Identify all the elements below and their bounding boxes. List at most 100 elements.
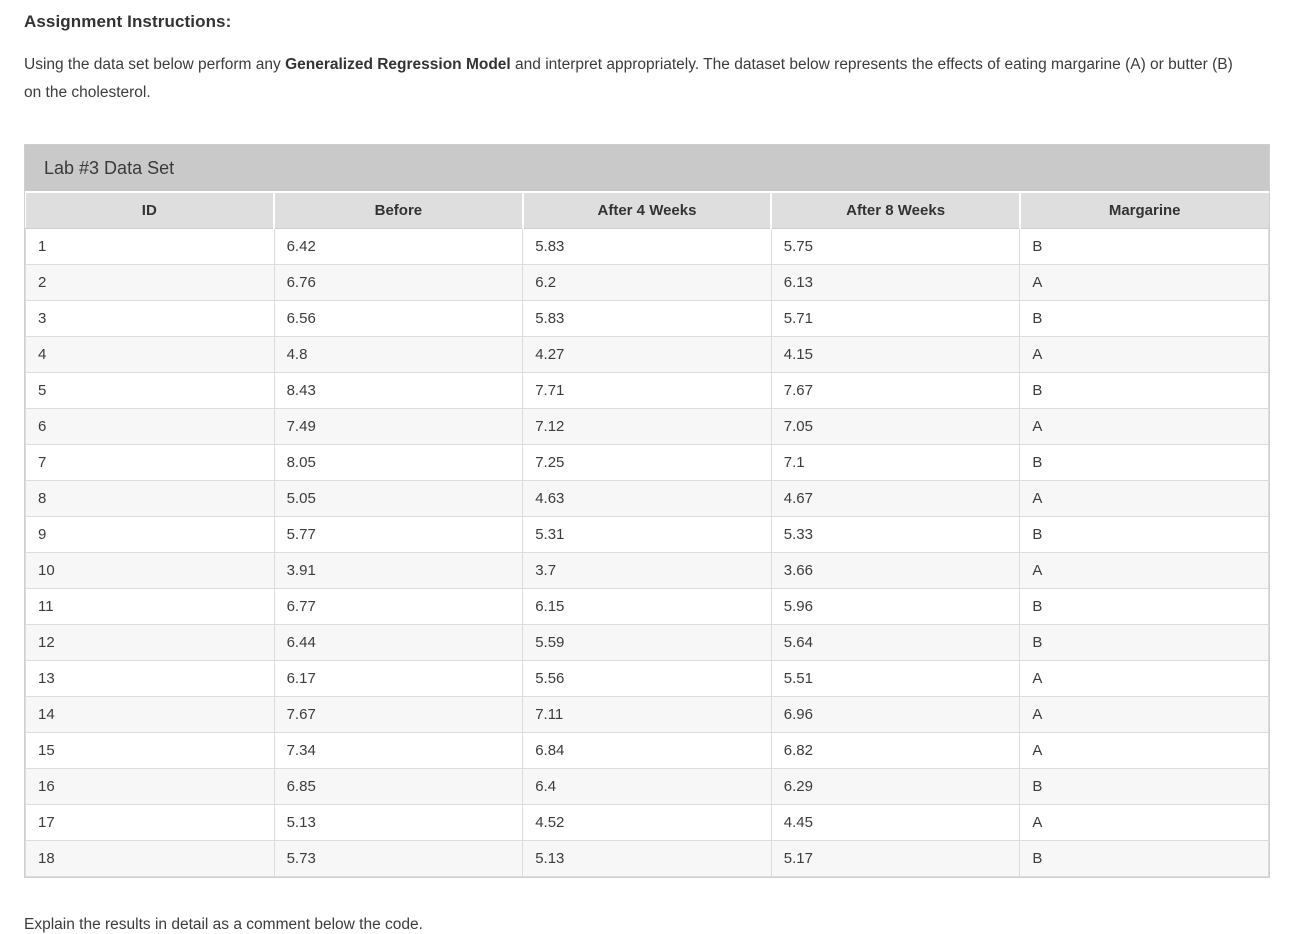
table-cell: 5.71 (770, 300, 1021, 337)
footer-note: Explain the results in detail as a comme… (24, 916, 423, 933)
table-cell: 6.15 (522, 588, 772, 625)
table-row: 18 5.73 5.13 5.17 B (25, 840, 1269, 877)
table-row: 6 7.49 7.12 7.05 A (25, 408, 1269, 445)
column-header-after-8-weeks: After 8 Weeks (770, 193, 1020, 229)
table-cell: 6.77 (273, 588, 524, 625)
intro-text-after: and interpret appropriately. The dataset… (24, 56, 1233, 101)
table-cell: 5.31 (522, 516, 772, 553)
table-cell: 2 (25, 264, 275, 301)
table-cell: 5.77 (273, 516, 524, 553)
table-cell: 4.27 (522, 336, 772, 373)
table-cell: 7.11 (522, 696, 772, 733)
table-cell: 3 (25, 300, 275, 337)
table-cell: 5.17 (770, 840, 1021, 877)
table-cell: 5.75 (770, 228, 1021, 265)
table-row: 9 5.77 5.31 5.33 B (25, 516, 1269, 553)
table-row: 3 6.56 5.83 5.71 B (25, 300, 1269, 337)
table-row: 4 4.8 4.27 4.15 A (25, 336, 1269, 373)
intro-text-before: Using the data set below perform any (24, 56, 286, 73)
table-cell: 6.82 (770, 732, 1021, 769)
table-row: 11 6.77 6.15 5.96 B (25, 588, 1269, 625)
table-cell: B (1019, 300, 1269, 337)
page-title: Assignment Instructions: (24, 12, 232, 31)
table-cell: B (1019, 624, 1269, 661)
table-header-row: ID Before After 4 Weeks After 8 Weeks Ma… (25, 193, 1269, 229)
table-cell: B (1019, 516, 1269, 553)
table-cell: 6.96 (770, 696, 1021, 733)
table-caption: Lab #3 Data Set (25, 145, 1269, 193)
table-cell: 6.29 (770, 768, 1021, 805)
table-cell: 16 (25, 768, 275, 805)
table-cell: 6.84 (522, 732, 772, 769)
table-cell: 17 (25, 804, 275, 841)
table-row: 2 6.76 6.2 6.13 A (25, 264, 1269, 301)
table-cell: 12 (25, 624, 275, 661)
column-header-after-4-weeks: After 4 Weeks (521, 193, 772, 229)
table-cell: 5 (25, 372, 275, 409)
table-cell: 6.44 (273, 624, 524, 661)
table-cell: 5.83 (522, 228, 772, 265)
table-cell: A (1019, 480, 1269, 517)
dataset-table-container: Lab #3 Data Set ID Before After 4 Weeks … (24, 144, 1270, 878)
table-cell: 6.17 (273, 660, 524, 697)
table-cell: 4.63 (522, 480, 772, 517)
table-cell: A (1019, 408, 1269, 445)
table-cell: 7.25 (522, 444, 772, 481)
table-cell: 6.76 (273, 264, 524, 301)
table-row: 7 8.05 7.25 7.1 B (25, 444, 1269, 481)
table-cell: 8.43 (273, 372, 524, 409)
table-cell: 1 (25, 228, 275, 265)
table-row: 16 6.85 6.4 6.29 B (25, 768, 1269, 805)
table-row: 15 7.34 6.84 6.82 A (25, 732, 1269, 769)
table-cell: B (1019, 372, 1269, 409)
table-header: ID Before After 4 Weeks After 8 Weeks Ma… (25, 193, 1269, 229)
table-cell: 5.56 (522, 660, 772, 697)
table-row: 13 6.17 5.56 5.51 A (25, 660, 1269, 697)
table-cell: 7.1 (770, 444, 1021, 481)
table-cell: 7.67 (770, 372, 1021, 409)
table-cell: 5.13 (522, 840, 772, 877)
table-cell: A (1019, 336, 1269, 373)
table-row: 14 7.67 7.11 6.96 A (25, 696, 1269, 733)
table-cell: 10 (25, 552, 275, 589)
table-cell: 4.8 (273, 336, 524, 373)
table-cell: 5.73 (273, 840, 524, 877)
intro-paragraph: Using the data set below perform any Gen… (24, 51, 1246, 107)
table-cell: B (1019, 840, 1269, 877)
table-cell: B (1019, 228, 1269, 265)
table-cell: A (1019, 552, 1269, 589)
table-cell: A (1019, 660, 1269, 697)
table-cell: 15 (25, 732, 275, 769)
table-cell: B (1019, 768, 1269, 805)
table-cell: 4 (25, 336, 275, 373)
table-cell: 5.51 (770, 660, 1021, 697)
table-cell: 3.7 (522, 552, 772, 589)
table-row: 12 6.44 5.59 5.64 B (25, 624, 1269, 661)
table-cell: 7.05 (770, 408, 1021, 445)
table-cell: 5.05 (273, 480, 524, 517)
table-cell: 9 (25, 516, 275, 553)
table-cell: A (1019, 732, 1269, 769)
column-header-id: ID (25, 193, 275, 229)
table-row: 10 3.91 3.7 3.66 A (25, 552, 1269, 589)
table-cell: 7.49 (273, 408, 524, 445)
table-cell: 6.56 (273, 300, 524, 337)
dataset-table: ID Before After 4 Weeks After 8 Weeks Ma… (25, 193, 1269, 877)
table-cell: 6.85 (273, 768, 524, 805)
table-row: 1 6.42 5.83 5.75 B (25, 228, 1269, 265)
table-cell: 7.34 (273, 732, 524, 769)
table-cell: 18 (25, 840, 275, 877)
table-cell: 6 (25, 408, 275, 445)
table-cell: 6.2 (522, 264, 772, 301)
table-cell: 14 (25, 696, 275, 733)
table-cell: 11 (25, 588, 275, 625)
table-cell: 5.96 (770, 588, 1021, 625)
table-cell: A (1019, 264, 1269, 301)
table-body: 1 6.42 5.83 5.75 B 2 6.76 6.2 6.13 A 3 6.56 5.83 5.71… (25, 228, 1269, 877)
table-cell: 3.66 (770, 552, 1021, 589)
table-cell: 7 (25, 444, 275, 481)
table-cell: 8.05 (273, 444, 524, 481)
column-header-margarine: Margarine (1018, 193, 1269, 229)
table-row: 8 5.05 4.63 4.67 A (25, 480, 1269, 517)
table-cell: 5.59 (522, 624, 772, 661)
